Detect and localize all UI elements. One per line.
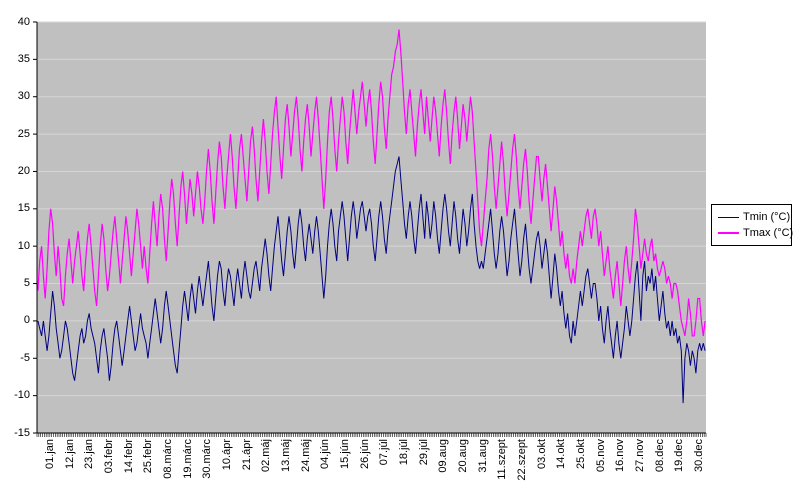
x-axis-tick-label: 16.nov <box>614 439 627 473</box>
x-axis-tick-label: 05.nov <box>594 439 607 473</box>
x-axis-tick-label: 20.aug <box>457 439 470 473</box>
x-axis-tick-label: 19.márc <box>181 439 194 479</box>
x-axis-tick-label: 25.febr <box>142 439 155 474</box>
y-axis-tick-label: 5 <box>23 277 30 290</box>
x-axis-tick-label: 26.jún <box>358 439 371 469</box>
x-axis-tick-label: 11.szept <box>496 439 509 480</box>
legend-item-tmax: Tmax (°C) <box>718 225 793 241</box>
y-axis-tick-label: -5 <box>20 351 30 364</box>
x-axis-tick-label: 04.jún <box>319 439 332 469</box>
x-axis-tick-label: 19.dec <box>673 439 686 473</box>
y-axis-tick-label: 25 <box>17 127 30 140</box>
tmax-series-line <box>37 29 706 337</box>
y-axis-tick-label: 10 <box>17 239 30 252</box>
x-axis-tick-label: 13.máj <box>280 439 293 473</box>
tmin-series-line <box>37 156 706 404</box>
x-axis-tick-label: 25.okt <box>575 439 588 469</box>
legend-item-tmin: Tmin (°C) <box>718 209 791 225</box>
x-axis-tick-label: 14.okt <box>555 439 568 469</box>
x-axis-tick-label: 27.nov <box>634 439 647 473</box>
y-axis-tick-label: 40 <box>17 15 30 28</box>
x-axis-tick-label: 31.aug <box>476 439 489 473</box>
x-axis-tick-label: 10.ápr <box>221 439 234 471</box>
x-axis-tick-label: 29.júl <box>417 439 430 466</box>
x-axis-tick-label: 09.aug <box>437 439 450 473</box>
tmin-line-swatch <box>718 216 739 218</box>
tmax-line-swatch <box>718 232 739 234</box>
x-axis-tick-label: 08.dec <box>653 439 666 473</box>
x-axis-tick-label: 01.jan <box>44 439 56 469</box>
x-axis-tick-label: 08.márc <box>162 439 175 479</box>
x-axis-tick-label: 14.febr <box>122 439 135 474</box>
x-axis-tick-label: 22.szept <box>516 439 529 481</box>
y-axis-tick-label: 30 <box>17 90 30 103</box>
x-axis-tick-label: 03.okt <box>535 439 548 469</box>
x-axis-tick-label: 15.jún <box>339 439 352 469</box>
x-axis-tick-label: 24.máj <box>299 439 312 473</box>
x-axis-tick-label: 02.máj <box>260 439 273 473</box>
x-axis-tick-label: 12.jan <box>63 439 76 469</box>
legend: Tmin (°C) Tmax (°C) <box>711 204 793 246</box>
y-axis-tick-label: 35 <box>17 52 30 65</box>
x-axis-tick-label: 18.júl <box>398 439 411 466</box>
x-axis-tick-label: 30.dec <box>693 439 706 473</box>
x-axis-tick-label: 07.júl <box>378 439 391 466</box>
x-axis-tick-comb <box>36 433 707 437</box>
y-axis-tick-label: -10 <box>14 389 30 402</box>
y-axis-tick-label: 20 <box>17 164 30 177</box>
x-axis-tick-label: 30.márc <box>201 439 214 479</box>
x-axis-tick-label: 03.febr <box>103 439 115 474</box>
y-axis-tick-label: 0 <box>23 314 30 327</box>
y-axis-tick-label: 15 <box>17 202 30 215</box>
x-axis-tick-label: 21.ápr <box>240 439 253 471</box>
legend-label-tmin: Tmin (°C) <box>743 211 791 223</box>
x-axis-tick-label: 23.jan <box>83 439 96 469</box>
legend-label-tmax: Tmax (°C) <box>743 227 794 239</box>
y-axis-tick-label: -15 <box>14 426 30 439</box>
